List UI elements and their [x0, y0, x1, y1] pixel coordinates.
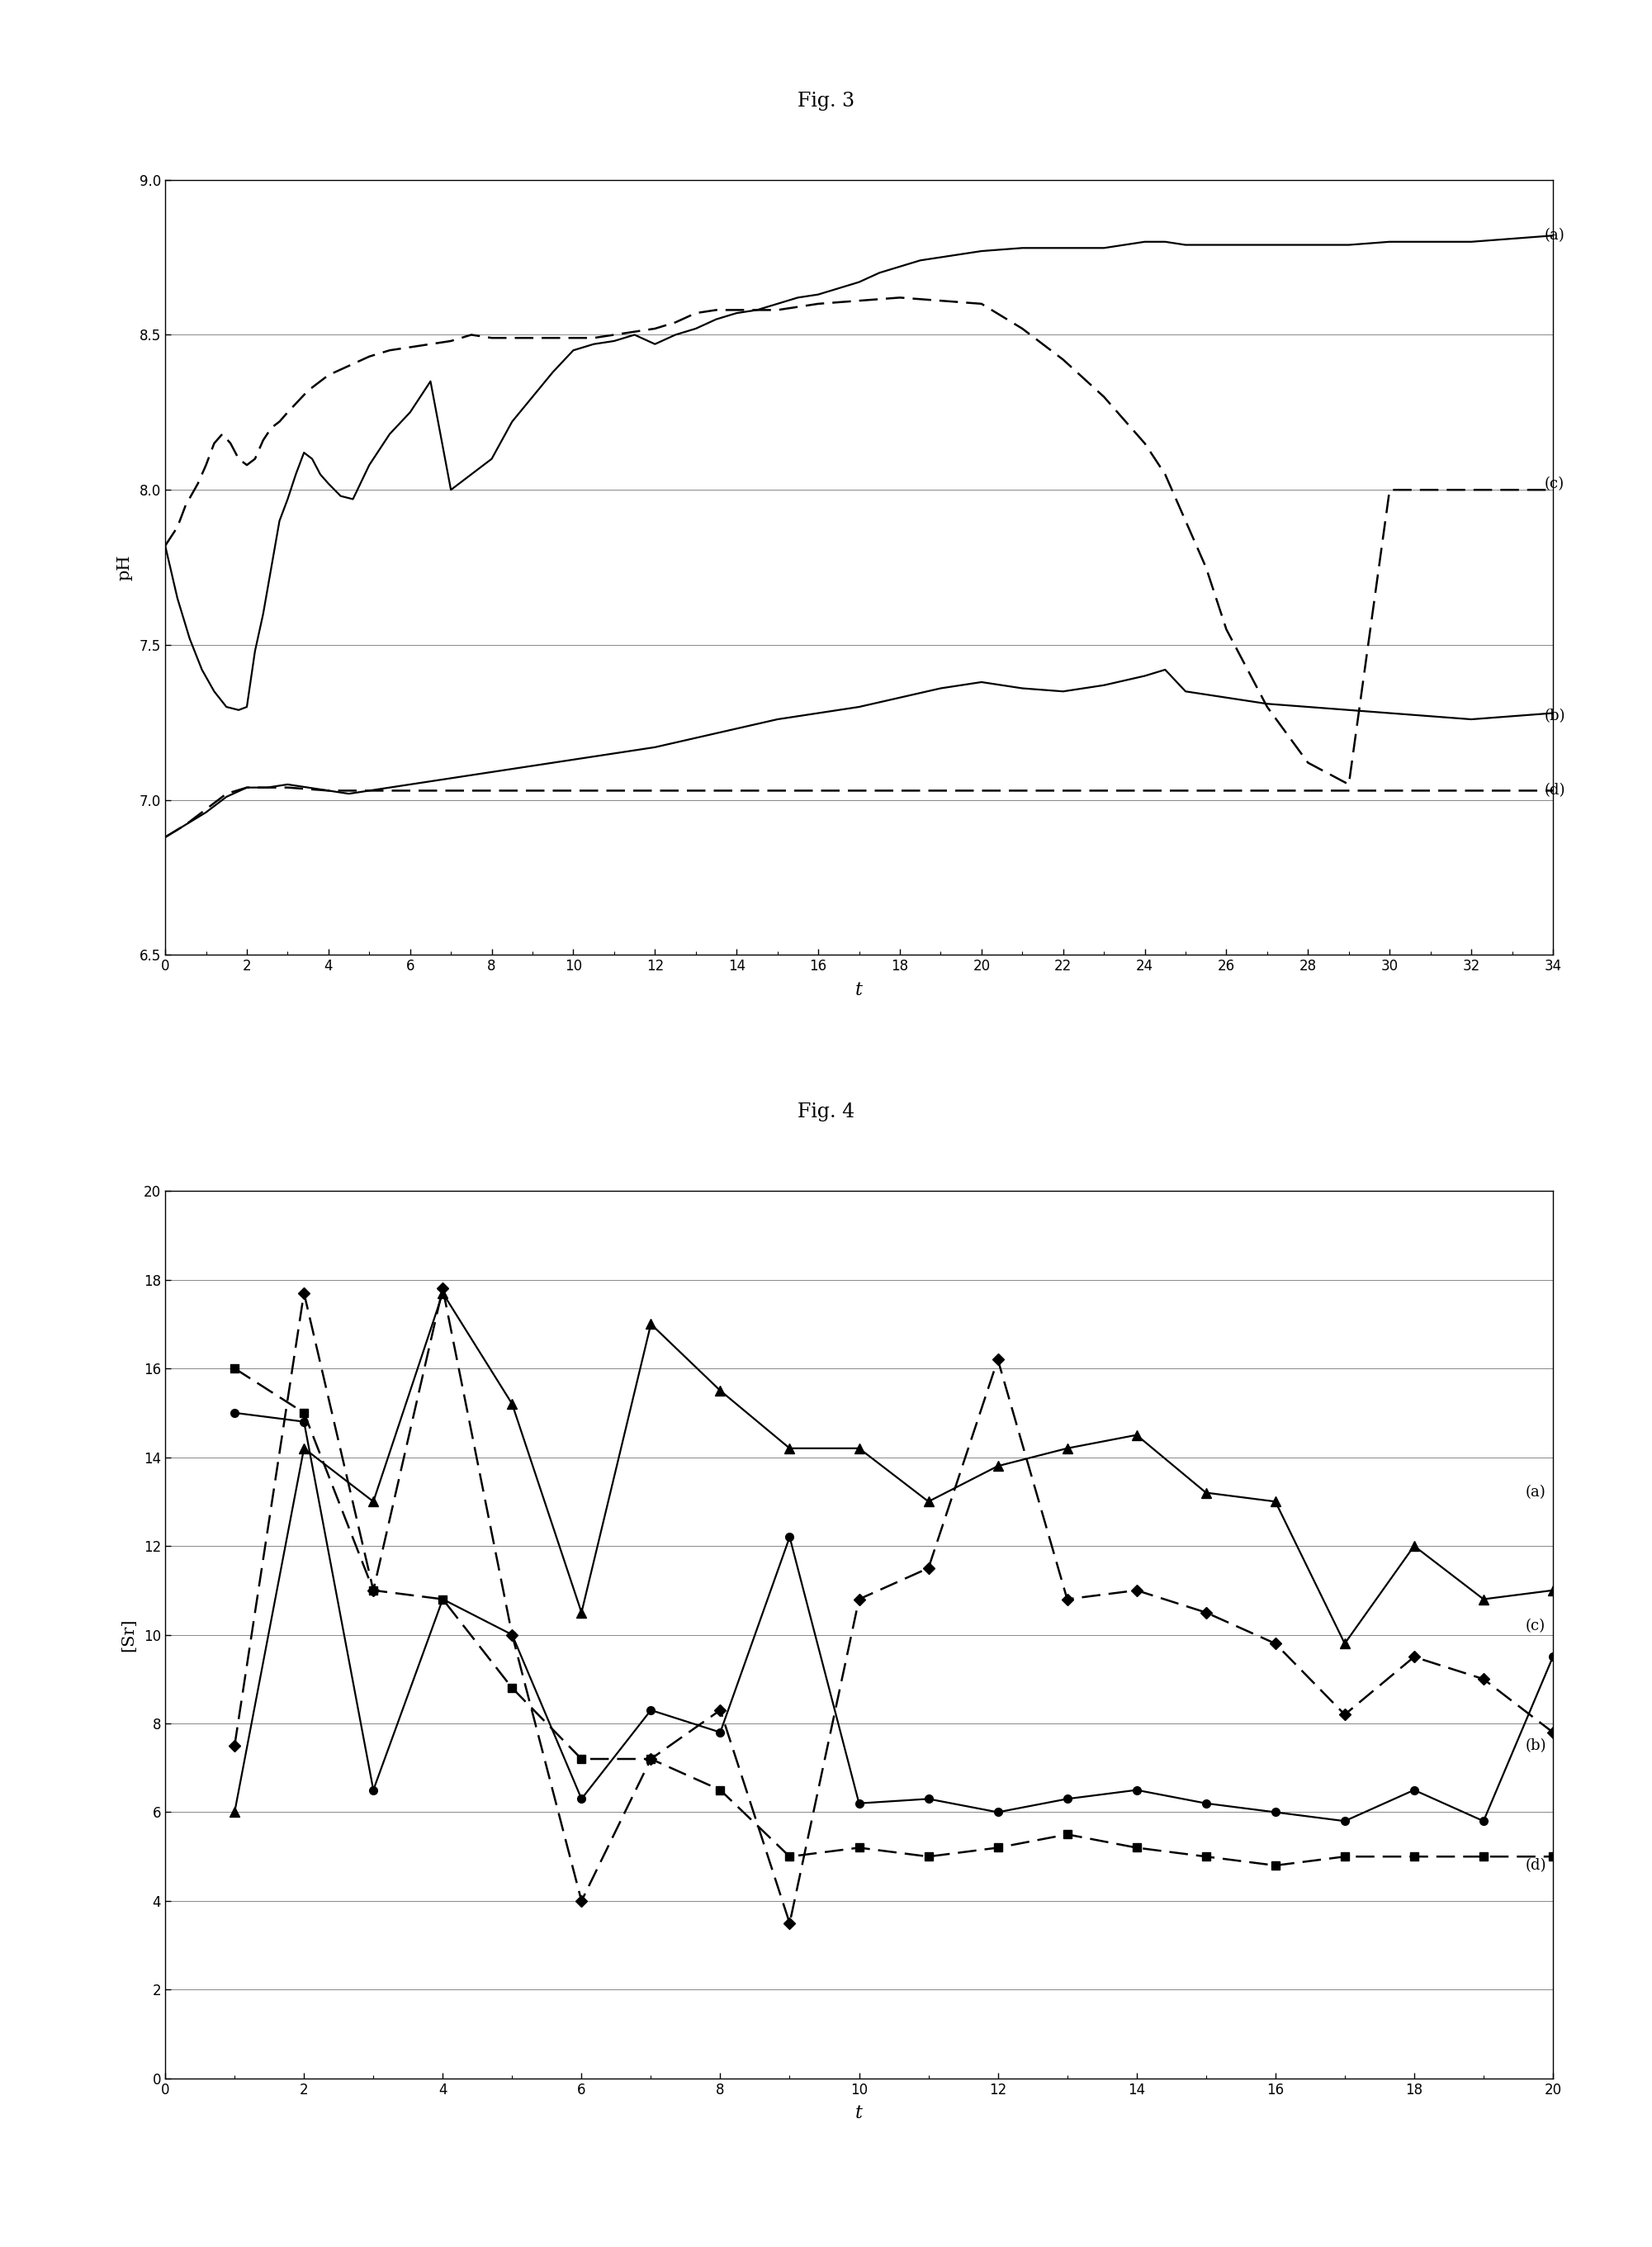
X-axis label: t: t: [856, 2103, 862, 2123]
Text: Fig. 4: Fig. 4: [798, 1103, 854, 1121]
X-axis label: t: t: [856, 980, 862, 1000]
Text: Fig. 3: Fig. 3: [798, 92, 854, 110]
Y-axis label: [Sr]: [Sr]: [121, 1618, 137, 1652]
Text: (b): (b): [1545, 708, 1566, 724]
Text: (c): (c): [1525, 1618, 1545, 1634]
Text: (c): (c): [1545, 476, 1564, 492]
Text: (b): (b): [1525, 1739, 1546, 1753]
Text: (a): (a): [1545, 229, 1564, 243]
Text: (a): (a): [1525, 1485, 1546, 1501]
Text: (d): (d): [1525, 1858, 1546, 1874]
Text: (d): (d): [1545, 784, 1566, 798]
Y-axis label: pH: pH: [117, 555, 132, 580]
